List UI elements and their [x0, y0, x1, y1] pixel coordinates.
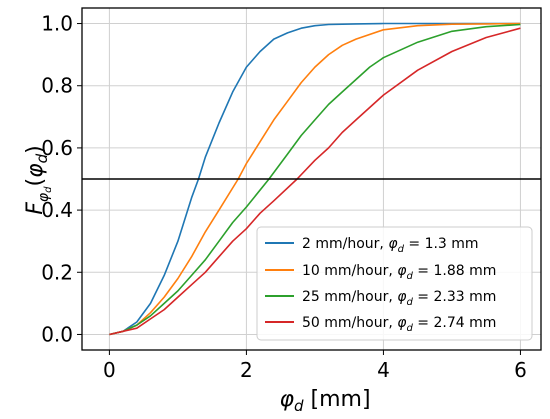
- plot-frame: [81, 7, 542, 351]
- series-line-2: [109, 23, 521, 336]
- tick-labels: 0 2 4 6 0.0 0.2 0.4 0.6 0.8 1.0: [41, 12, 527, 382]
- legend-label-50mm: 50 mm/hour, φd = 2.74 mm: [302, 315, 496, 334]
- legend-label-2mm: 2 mm/hour, φd = 1.3 mm: [302, 236, 479, 255]
- y-tick-label: 0.8: [41, 74, 73, 98]
- x-tick-label: 4: [377, 358, 390, 382]
- tick-marks: [77, 23, 521, 355]
- legend-box: [256, 226, 533, 341]
- series-line-1: [109, 22, 521, 336]
- series-line-3: [109, 27, 521, 336]
- y-axis-label: Fφd(φd): [23, 145, 54, 215]
- y-tick-label: 0.4: [41, 198, 73, 222]
- y-tick-label: 0.0: [41, 322, 73, 346]
- y-tick-label: 0.2: [41, 260, 73, 284]
- x-tick-label: 2: [240, 358, 253, 382]
- y-tick-label: 1.0: [41, 12, 73, 36]
- y-tick-label: 0.6: [41, 136, 73, 160]
- series-line-0: [109, 22, 521, 336]
- x-tick-label: 6: [514, 358, 527, 382]
- legend-label-10mm: 10 mm/hour, φd = 1.88 mm: [302, 263, 496, 282]
- series-curves: [109, 22, 521, 336]
- x-tick-label: 0: [103, 358, 116, 382]
- legend: 2 mm/hour, φd = 1.3 mm 10 mm/hour, φd = …: [256, 226, 533, 341]
- legend-label-25mm: 25 mm/hour, φd = 2.33 mm: [302, 289, 496, 308]
- x-axis-label: φd [mm]: [279, 387, 370, 415]
